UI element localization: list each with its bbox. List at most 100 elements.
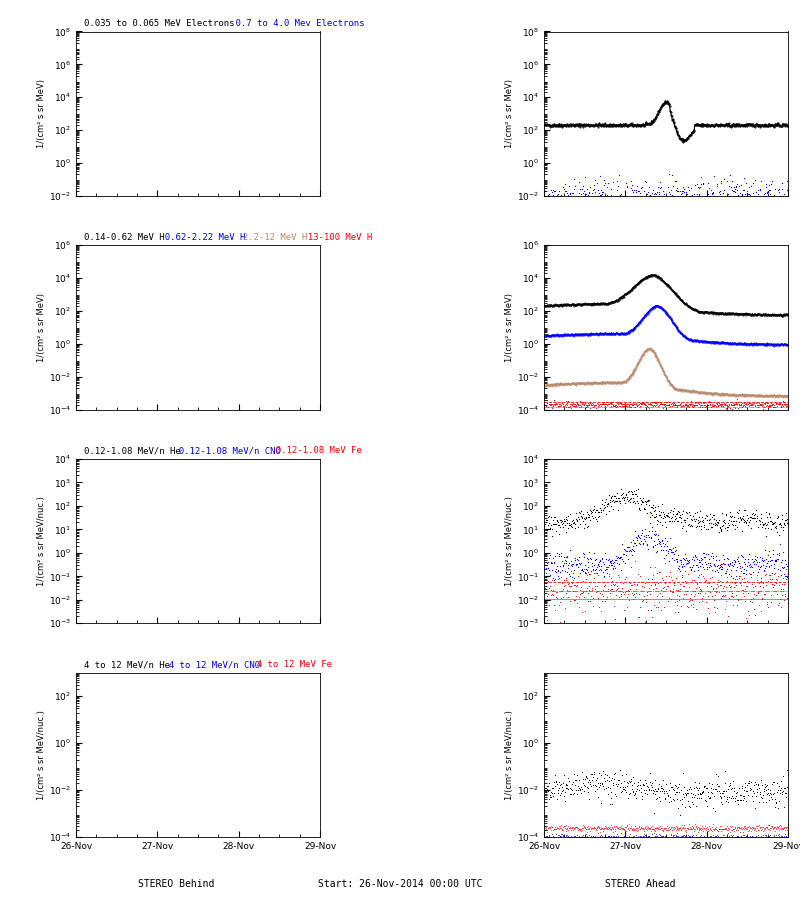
Point: [770, 553, 782, 567]
Point: [706, 581, 719, 596]
Point: [544, 830, 557, 844]
Point: [710, 767, 722, 781]
Point: [557, 829, 570, 843]
Point: [773, 819, 786, 833]
Point: [778, 513, 791, 527]
Point: [576, 586, 589, 600]
Point: [738, 572, 750, 586]
Point: [656, 589, 669, 603]
Point: [742, 554, 754, 569]
Point: [701, 508, 714, 523]
Point: [570, 819, 582, 833]
Point: [688, 396, 701, 410]
Point: [746, 397, 758, 411]
Point: [639, 494, 652, 508]
Point: [727, 192, 740, 206]
Point: [611, 174, 624, 188]
Point: [650, 821, 663, 835]
Point: [645, 776, 658, 790]
Point: [650, 821, 662, 835]
Point: [571, 830, 584, 844]
Point: [639, 786, 652, 800]
Point: [626, 822, 639, 836]
Point: [662, 545, 674, 560]
Point: [585, 552, 598, 566]
Point: [768, 566, 781, 580]
Point: [726, 590, 739, 604]
Point: [759, 820, 772, 834]
Point: [679, 575, 692, 590]
Point: [702, 831, 714, 845]
Point: [605, 396, 618, 410]
Point: [622, 832, 635, 846]
Point: [738, 582, 751, 597]
Point: [778, 780, 790, 795]
Point: [544, 196, 557, 211]
Point: [594, 821, 607, 835]
Point: [680, 506, 693, 520]
Point: [684, 830, 697, 844]
Point: [719, 794, 732, 808]
Point: [590, 398, 602, 412]
Point: [626, 539, 639, 554]
Point: [541, 778, 554, 793]
Point: [694, 559, 706, 573]
Point: [613, 772, 626, 787]
Point: [566, 513, 578, 527]
Point: [540, 832, 553, 846]
Point: [576, 513, 589, 527]
Point: [566, 831, 579, 845]
Point: [718, 832, 731, 846]
Point: [734, 792, 747, 806]
Point: [662, 554, 675, 568]
Text: 0.7 to 4.0 Mev Electrons: 0.7 to 4.0 Mev Electrons: [214, 19, 365, 28]
Point: [547, 786, 560, 800]
Point: [567, 562, 580, 577]
Point: [591, 579, 604, 593]
Point: [650, 784, 662, 798]
Point: [756, 827, 769, 842]
Point: [650, 792, 663, 806]
Point: [583, 567, 596, 581]
Point: [683, 799, 696, 814]
Point: [556, 823, 569, 837]
Point: [541, 589, 554, 603]
Point: [746, 506, 759, 520]
Point: [719, 832, 732, 846]
Point: [755, 519, 768, 534]
Point: [539, 831, 552, 845]
Point: [589, 579, 602, 593]
Point: [578, 778, 591, 793]
Point: [602, 397, 614, 411]
Point: [708, 512, 721, 526]
Point: [570, 205, 582, 220]
Point: [674, 564, 686, 579]
Point: [693, 830, 706, 844]
Point: [554, 591, 567, 606]
Point: [763, 514, 776, 528]
Point: [541, 558, 554, 572]
Point: [609, 211, 622, 225]
Point: [601, 202, 614, 217]
Point: [741, 508, 754, 522]
Point: [691, 180, 704, 194]
Point: [770, 521, 782, 535]
Point: [572, 560, 585, 574]
Point: [772, 397, 785, 411]
Point: [688, 775, 701, 789]
Point: [774, 781, 787, 796]
Point: [623, 400, 636, 415]
Point: [567, 830, 580, 844]
Point: [558, 831, 571, 845]
Point: [737, 566, 750, 580]
Point: [624, 397, 637, 411]
Point: [751, 824, 764, 838]
Point: [598, 773, 611, 788]
Point: [749, 553, 762, 567]
Point: [711, 769, 724, 783]
Point: [767, 400, 780, 415]
Point: [728, 574, 741, 589]
Point: [567, 787, 580, 801]
Point: [658, 555, 671, 570]
Point: [642, 193, 654, 207]
